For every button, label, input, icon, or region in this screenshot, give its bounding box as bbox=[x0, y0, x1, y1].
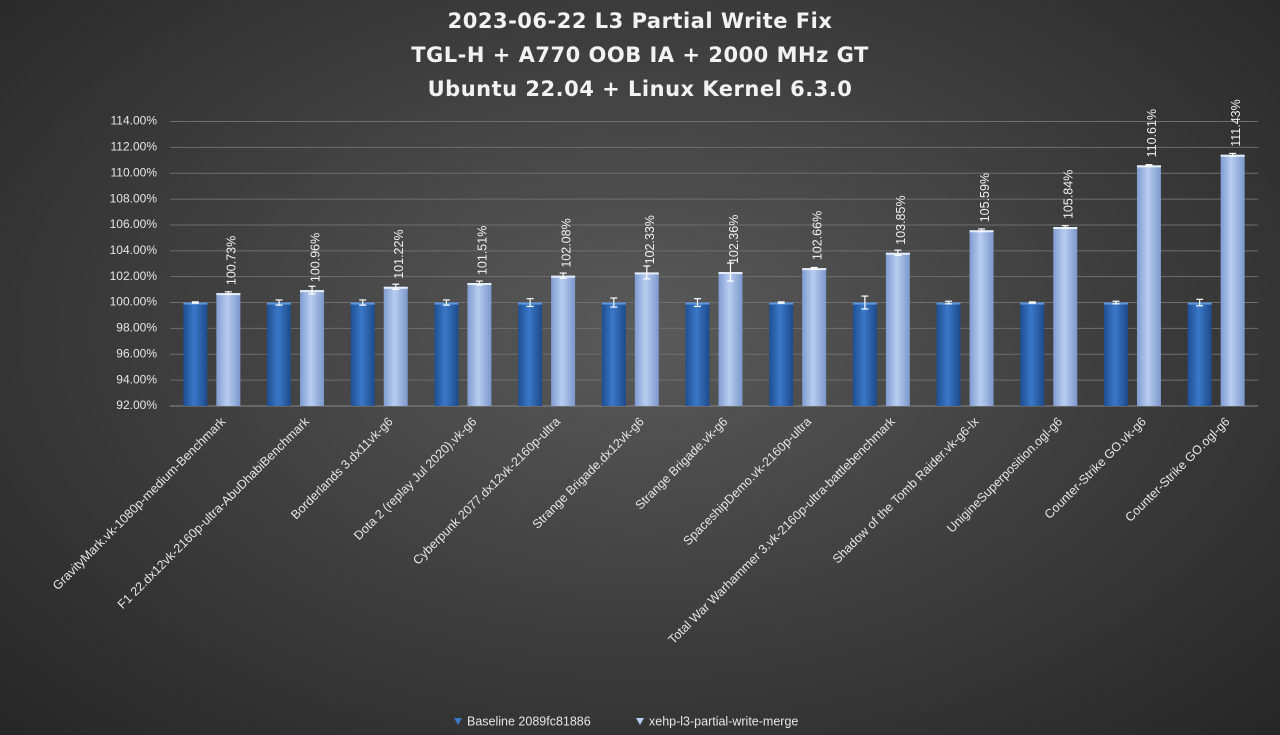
bar-series-1 bbox=[1187, 302, 1212, 406]
x-tick-label: GravityMark.vk-1080p-medium-Benchmark bbox=[50, 414, 229, 593]
bar-series-2 bbox=[802, 268, 827, 406]
bar-series-1 bbox=[350, 302, 375, 406]
data-label: 103.85% bbox=[894, 195, 908, 244]
data-label: 100.96% bbox=[308, 233, 322, 282]
bar-series-2 bbox=[1220, 154, 1245, 406]
y-axis-ticks: 92.00% 94.00% 96.00% 98.00% 100.00% 102.00% 10… bbox=[110, 114, 158, 413]
legend-label: Baseline 2089fc81886 bbox=[467, 714, 591, 728]
data-label: 102.36% bbox=[727, 215, 741, 264]
bar-series-2 bbox=[300, 290, 325, 406]
x-axis-ticks: GravityMark.vk-1080p-medium-BenchmarkF1 … bbox=[50, 414, 1233, 647]
y-tick-label: 96.00% bbox=[116, 346, 157, 360]
bar-series-2 bbox=[885, 252, 910, 406]
bar-series-1 bbox=[852, 302, 877, 406]
bar-series-2 bbox=[551, 275, 576, 406]
y-tick-label: 104.00% bbox=[110, 243, 158, 257]
data-label: 105.84% bbox=[1062, 170, 1076, 219]
data-label: 102.08% bbox=[559, 218, 573, 267]
chart-title-line-2: TGL-H + A770 OOB IA + 2000 MHz GT bbox=[411, 43, 869, 67]
x-tick-label: Strange Brigade.vk-g6 bbox=[633, 415, 731, 513]
data-label: 101.22% bbox=[392, 229, 406, 278]
bar-series-1 bbox=[518, 302, 543, 406]
data-label: 102.33% bbox=[643, 215, 657, 264]
legend-item-2: xehp-l3-partial-write-merge bbox=[636, 714, 798, 728]
bar-series-2 bbox=[1136, 165, 1161, 406]
bar-series-1 bbox=[434, 302, 459, 406]
y-tick-label: 98.00% bbox=[116, 321, 157, 335]
y-tick-label: 108.00% bbox=[110, 191, 158, 205]
bar-series-1 bbox=[601, 302, 626, 406]
bar-series-1 bbox=[936, 302, 961, 406]
y-tick-label: 92.00% bbox=[116, 398, 157, 412]
data-label: 111.43% bbox=[1229, 99, 1243, 147]
data-label: 110.61% bbox=[1145, 109, 1159, 157]
y-tick-label: 112.00% bbox=[111, 140, 158, 154]
data-label: 102.66% bbox=[810, 211, 824, 260]
bar-series-2 bbox=[634, 272, 659, 406]
y-tick-label: 94.00% bbox=[116, 372, 157, 386]
y-tick-label: 106.00% bbox=[110, 217, 158, 231]
legend-item-1: Baseline 2089fc81886 bbox=[454, 714, 591, 728]
chart-title-line-3: Ubuntu 22.04 + Linux Kernel 6.3.0 bbox=[428, 77, 853, 101]
bar-series-2 bbox=[718, 272, 743, 406]
legend-label: xehp-l3-partial-write-merge bbox=[649, 714, 798, 728]
data-label: 100.73% bbox=[225, 236, 239, 285]
bar-series-1 bbox=[267, 302, 292, 406]
y-tick-label: 110.00% bbox=[111, 165, 158, 179]
chart-title-line-1: 2023-06-22 L3 Partial Write Fix bbox=[448, 9, 833, 33]
bar-series-2 bbox=[467, 283, 492, 406]
bar-series-2 bbox=[1053, 227, 1078, 406]
data-label: 105.59% bbox=[978, 173, 992, 222]
bar-series-2 bbox=[383, 286, 408, 406]
data-label: 101.51% bbox=[476, 226, 490, 275]
bar-series-1 bbox=[183, 302, 208, 406]
data-labels: 100.73% 100.96% 101.22% 101.51% 102.08% 102.3… bbox=[225, 99, 1243, 285]
x-tick-label: Shadow of the Tomb Raider.vk-g6-lx bbox=[830, 414, 982, 566]
legend-marker-icon bbox=[454, 718, 462, 725]
x-tick-label: F1 22.dx12vk-2160p-ultra-AbuDhabiBenchma… bbox=[115, 414, 313, 612]
y-tick-label: 100.00% bbox=[110, 295, 158, 309]
gridlines bbox=[170, 121, 1258, 407]
legend-marker-icon bbox=[636, 718, 644, 725]
y-tick-label: 102.00% bbox=[110, 269, 158, 283]
x-tick-label: Cyberpunk 2077.dx12vk-2160p-ultra bbox=[410, 415, 563, 568]
bar-series-2 bbox=[216, 293, 241, 406]
y-tick-label: 114.00% bbox=[111, 114, 158, 128]
bar-series-2 bbox=[969, 230, 994, 406]
bar-series-1 bbox=[1103, 302, 1128, 406]
bar-series-1 bbox=[1020, 302, 1045, 406]
legend: Baseline 2089fc81886 xehp-l3-partial-writ… bbox=[454, 714, 798, 728]
chart-title: 2023-06-22 L3 Partial Write Fix TGL-H + A… bbox=[411, 9, 869, 101]
bar-series-1 bbox=[685, 302, 710, 406]
bar-series-1 bbox=[769, 302, 794, 406]
bars bbox=[183, 152, 1245, 406]
